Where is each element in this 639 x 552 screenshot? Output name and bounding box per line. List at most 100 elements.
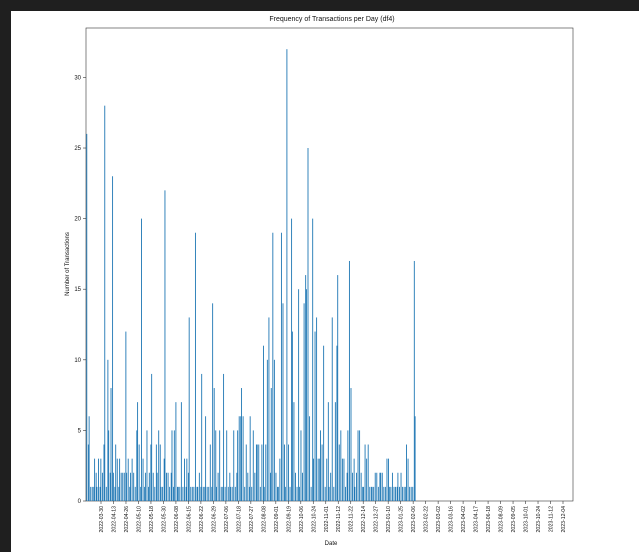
- bar-2023-01-29: [328, 486, 330, 501]
- y-axis-label: Number of Transactions: [65, 232, 71, 296]
- x-tick-label-2023-12-04: 2023-12-04: [561, 506, 567, 533]
- bar-2023-03-25: [371, 486, 373, 501]
- bar-2022-12-26: [302, 472, 303, 501]
- bar-2022-07-22: [179, 486, 181, 501]
- bar-2022-11-09: [265, 444, 267, 501]
- bar-2022-06-16: [151, 373, 153, 501]
- bars-group: [86, 49, 416, 502]
- bar-2022-12-15: [293, 402, 295, 501]
- bar-2022-07-03: [164, 190, 166, 501]
- bar-2022-09-27: [231, 486, 233, 501]
- bar-2022-07-24: [180, 402, 182, 501]
- bar-2022-10-22: [251, 486, 253, 501]
- bar-2023-03-03: [354, 486, 356, 501]
- bar-2023-04-11: [384, 486, 386, 501]
- x-tick-label-2023-01-10: 2023-01-10: [386, 506, 392, 533]
- bar-2023-05-10: [407, 458, 409, 501]
- x-tick-label-2022-09-01: 2022-09-01: [274, 506, 280, 533]
- bar-2022-11-06: [263, 345, 264, 501]
- bar-2023-03-02: [353, 458, 355, 501]
- bar-2023-01-28: [327, 402, 329, 501]
- bar-2022-09-25: [230, 486, 232, 501]
- x-tick-label-2023-03-16: 2023-03-16: [449, 506, 455, 533]
- bar-2022-05-01: [115, 444, 117, 501]
- bar-2023-03-11: [360, 472, 362, 501]
- x-tick-label-2022-06-08: 2022-06-08: [174, 506, 180, 533]
- bar-2023-04-16: [388, 486, 390, 501]
- y-tick-label-5: 5: [78, 428, 82, 434]
- bar-2022-07-28: [184, 458, 185, 501]
- bar-2023-03-07: [357, 430, 359, 501]
- x-axis: 2022-03-30 2022-04-13 2022-04-26 2022-05-10…: [99, 501, 567, 533]
- x-tick-label-2023-04-02: 2023-04-02: [461, 506, 467, 533]
- x-tick-label-2023-02-06: 2023-02-06: [411, 506, 417, 533]
- bar-2022-09-09: [217, 472, 219, 501]
- bar-2022-10-29: [256, 444, 258, 501]
- bar-2023-01-24: [324, 486, 326, 501]
- bar-2022-11-24: [277, 486, 278, 501]
- bar-2023-02-11: [338, 444, 340, 501]
- bar-2022-06-20: [154, 486, 156, 501]
- y-tick-label-30: 30: [74, 75, 81, 81]
- bar-2022-12-28: [303, 303, 305, 501]
- bar-2022-03-25: [86, 133, 88, 501]
- bar-2022-05-05: [118, 486, 120, 501]
- bar-2022-10-31: [258, 444, 260, 501]
- bar-2023-04-15: [388, 458, 389, 501]
- x-tick-label-2022-10-24: 2022-10-24: [311, 506, 317, 533]
- bar-2022-03-27: [87, 444, 89, 501]
- bar-2022-07-09: [169, 486, 171, 501]
- bar-2022-04-25: [110, 388, 112, 501]
- bar-2023-05-03: [402, 486, 404, 501]
- x-tick-label-2022-11-12: 2022-11-12: [336, 506, 342, 532]
- bar-2022-11-02: [259, 486, 261, 501]
- bar-2023-05-16: [412, 486, 414, 501]
- bar-2023-01-02: [307, 148, 309, 501]
- bar-2022-06-12: [148, 486, 149, 501]
- bar-2022-11-18: [272, 232, 274, 502]
- bar-2023-04-05: [380, 472, 382, 501]
- bar-2022-06-05: [142, 458, 144, 501]
- bar-2022-04-11: [99, 486, 101, 501]
- bar-2022-07-15: [173, 430, 175, 501]
- bar-2023-04-29: [399, 486, 400, 501]
- bar-2022-04-19: [105, 486, 107, 501]
- bar-2023-01-09: [313, 458, 314, 501]
- bar-2022-08-21: [202, 486, 204, 501]
- bar-2023-03-20: [367, 444, 369, 501]
- x-tick-label-2023-03-02: 2023-03-02: [436, 506, 442, 533]
- bar-2022-05-03: [116, 458, 118, 501]
- bar-2022-12-01: [282, 303, 284, 501]
- bar-2023-04-22: [393, 486, 395, 501]
- bar-2022-12-03: [284, 444, 285, 501]
- bar-2023-02-22: [347, 430, 349, 501]
- bar-2023-04-20: [391, 472, 393, 501]
- bar-2022-10-26: [254, 472, 256, 501]
- y-tick-label-15: 15: [74, 287, 81, 293]
- bar-2022-08-07: [191, 486, 193, 501]
- bar-2022-10-09: [241, 388, 243, 501]
- bar-2022-07-14: [173, 486, 174, 501]
- bar-2022-05-22: [131, 458, 133, 501]
- bar-2022-05-10: [122, 472, 124, 501]
- bar-2022-12-08: [288, 444, 289, 501]
- bar-2022-09-16: [223, 373, 225, 501]
- bar-2022-07-26: [182, 486, 184, 501]
- x-tick-label-2023-01-25: 2023-01-25: [399, 506, 405, 533]
- bar-2023-03-13: [362, 486, 364, 501]
- bar-2022-05-29: [137, 402, 139, 501]
- x-tick-label-2022-11-01: 2022-11-01: [324, 506, 330, 532]
- bar-2022-05-08: [120, 472, 122, 501]
- bar-2022-06-18: [152, 472, 154, 501]
- bar-2022-11-15: [270, 472, 271, 501]
- bar-2023-03-09: [359, 430, 361, 501]
- bar-2022-08-24: [205, 416, 207, 501]
- bar-2023-02-17: [343, 458, 345, 501]
- bar-2022-03-30: [90, 486, 92, 501]
- bar-2022-05-19: [129, 486, 131, 501]
- bar-2023-04-07: [381, 472, 383, 501]
- bar-2022-10-06: [238, 416, 240, 501]
- bar-2022-11-29: [280, 232, 282, 502]
- bar-2023-02-08: [336, 345, 338, 501]
- bar-2022-04-27: [112, 176, 114, 501]
